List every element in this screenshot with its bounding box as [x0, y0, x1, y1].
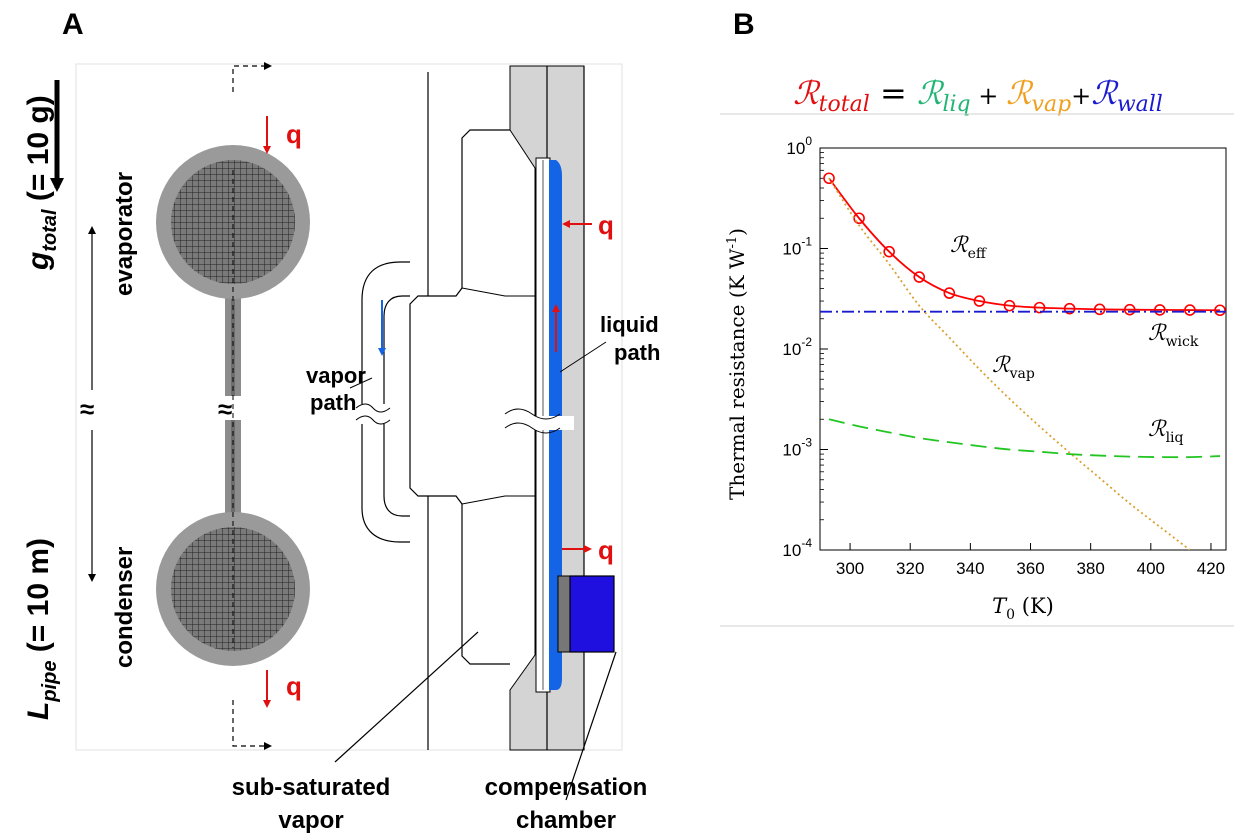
series-point-eff: [913, 271, 926, 283]
vapor-loop-outer: [361, 261, 410, 543]
series-point-eff: [1003, 299, 1016, 312]
x-tick-label: 400: [1137, 559, 1165, 578]
panel-a-label: A: [62, 8, 84, 41]
vapor-break-2: [355, 415, 391, 425]
y-axis: 100 10-1 10-2 10-3 10-4: [782, 134, 828, 560]
x-axis: 300 320 340 360 380 400 420: [836, 543, 1225, 578]
panel-b-label: B: [733, 8, 755, 41]
series-line-eff: [828, 177, 1220, 312]
compensation-label-2: chamber: [516, 807, 616, 834]
vapor-break-1: [355, 403, 391, 413]
y-tick-label: 10-3: [782, 436, 812, 460]
series-point-eff: [1033, 301, 1046, 314]
tube-break-mark: ≈: [218, 394, 232, 424]
label-r-wick: ℛwick: [1148, 321, 1199, 350]
y-axis-label: Thermal resistance (K W-1): [725, 228, 749, 500]
series-line-vap: [828, 177, 1191, 550]
vapor-path-leader: [349, 377, 373, 389]
y-tick-label: 100: [786, 134, 812, 158]
label-r-liq: ℛliq: [1148, 417, 1184, 446]
q-label-condenser: q: [286, 671, 302, 701]
vapor-path-label-1: vapor: [306, 363, 366, 388]
compensation-label-1: compensation: [485, 774, 648, 801]
vapor-break-gap: [355, 404, 391, 424]
evaporator-wick: [171, 160, 295, 284]
y-tick-label: 10-2: [782, 335, 812, 359]
x-tick-label: 420: [1197, 559, 1225, 578]
resistance-equation: ℛtotal = ℛliq + ℛvap+ℛwall: [793, 74, 1163, 117]
series-point-eff: [823, 172, 835, 185]
x-tick-label: 360: [1016, 559, 1044, 578]
x-tick-label: 340: [956, 559, 984, 578]
series-point-eff: [1154, 304, 1166, 316]
g-total-label: gtotal (= 10 g): [22, 95, 61, 271]
series-line-liq: [828, 418, 1221, 459]
panel-b: B ℛtotal = ℛliq + ℛvap+ℛwall 300 320 340 36…: [720, 8, 1234, 627]
channel-line-top: [461, 287, 536, 297]
plot-series: [820, 172, 1226, 550]
q-label-right-top: q: [598, 210, 614, 240]
wall-break-gap: [528, 416, 574, 430]
series-point-eff: [973, 295, 986, 307]
wall-break-1: [504, 408, 561, 420]
series-point-eff: [1093, 303, 1106, 316]
series-point-eff: [1123, 303, 1136, 316]
series-point-eff: [853, 212, 865, 225]
l-pipe-label: Lpipe (= 10 m): [22, 538, 61, 720]
channel-line-bottom: [461, 495, 536, 505]
evaporator-label: evaporator: [111, 172, 138, 296]
sub-saturated-label-1: sub-saturated: [232, 774, 391, 801]
series-point-eff: [883, 245, 895, 258]
section-line-bottom: [232, 700, 272, 750]
x-axis-label: T0 (K): [992, 594, 1054, 623]
wall-break-2: [504, 422, 561, 434]
series-point-eff: [1184, 304, 1196, 316]
liquid-path-label-2: path: [614, 340, 660, 365]
sub-saturated-label-2: vapor: [278, 807, 343, 834]
x-tick-label: 380: [1076, 559, 1104, 578]
sub-saturated-leader: [334, 631, 479, 763]
x-tick-label: 320: [896, 559, 924, 578]
series-point-eff: [1214, 304, 1226, 317]
label-r-eff: ℛeff: [950, 233, 987, 262]
vapor-path-label-2: path: [310, 390, 356, 415]
length-break-mark: ≈: [80, 394, 94, 424]
label-r-vap: ℛvap: [992, 353, 1035, 382]
x-tick-label: 300: [836, 559, 864, 578]
liquid-path-label-1: liquid: [600, 312, 659, 337]
section-line-top: [232, 62, 272, 92]
compensation-chamber: [569, 575, 615, 653]
panel-a: A gtotal (= 10 g) Lpipe (= 10 m) ≈ evapo…: [22, 8, 660, 834]
y-tick-label: 10-1: [782, 235, 812, 259]
chamber-leader: [565, 651, 617, 801]
series-point-eff: [943, 287, 956, 299]
y-tick-label: 10-4: [782, 536, 812, 560]
series-point-eff: [1063, 302, 1076, 315]
liquid-path-leader: [559, 341, 607, 373]
condenser-label: condenser: [111, 547, 138, 668]
q-label-right-bottom: q: [598, 535, 614, 565]
vapor-channel: [409, 129, 510, 665]
q-label-evaporator: q: [286, 119, 302, 149]
chamber-neck: [557, 575, 571, 653]
